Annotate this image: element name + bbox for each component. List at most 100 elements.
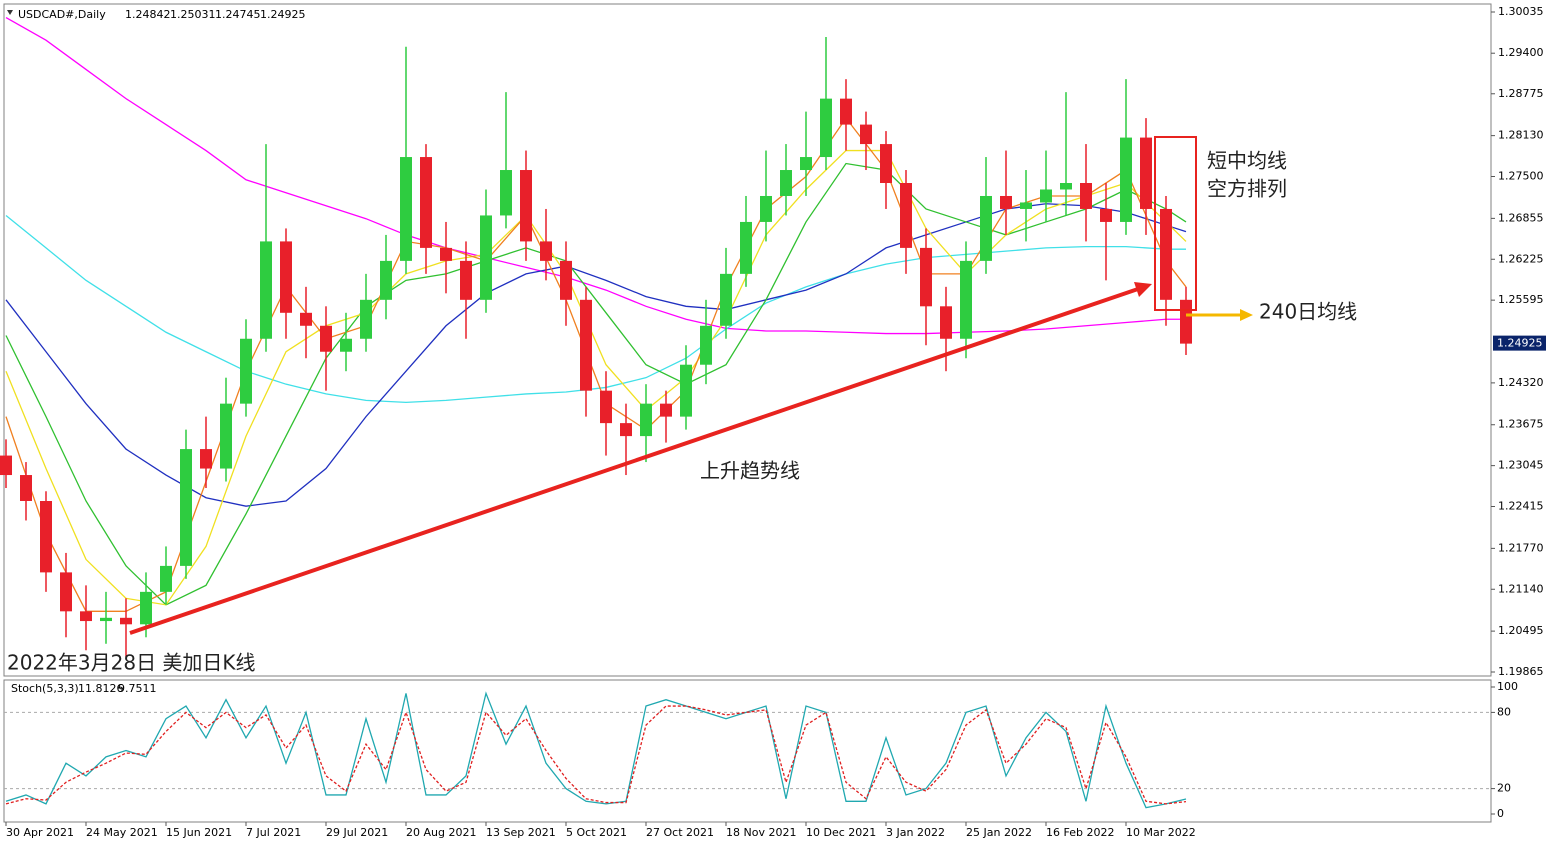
x-tick-label: 24 May 2021 <box>86 826 158 839</box>
y-tick-label: 1.23045 <box>1498 459 1544 472</box>
candle-body <box>220 403 232 469</box>
header-close: 1.24925 <box>260 8 306 21</box>
price-label-box <box>1493 335 1546 351</box>
candle-body <box>1060 183 1072 190</box>
candle-body <box>120 617 132 625</box>
y-tick-label: 1.21770 <box>1498 541 1544 554</box>
trend-line <box>129 287 1139 635</box>
y-tick-label: 1.20495 <box>1498 624 1544 637</box>
candle-body <box>560 260 572 300</box>
y-tick-label: 1.27500 <box>1498 170 1544 183</box>
x-tick-label: 30 Apr 2021 <box>6 826 74 839</box>
x-tick-label: 25 Jan 2022 <box>966 826 1032 839</box>
candle-body <box>140 591 152 625</box>
candle-body <box>40 500 52 573</box>
candle-body <box>740 221 752 274</box>
y-tick-label: 1.22415 <box>1498 500 1544 513</box>
x-tick-label: 10 Mar 2022 <box>1126 826 1196 839</box>
candle-body <box>680 364 692 417</box>
candle-body <box>440 247 452 261</box>
candle-body <box>540 241 552 261</box>
y-tick-label: 0 <box>1497 807 1504 820</box>
y-tick-label: 1.26225 <box>1498 252 1544 265</box>
candle-body <box>620 423 632 437</box>
candle-body <box>300 312 312 326</box>
candle-body <box>340 338 352 352</box>
candle-body <box>880 144 892 184</box>
x-tick-label: 27 Oct 2021 <box>646 826 714 839</box>
candle-body <box>160 565 172 592</box>
annotation: 上升趋势线 <box>700 459 800 483</box>
candle-body <box>1120 137 1132 222</box>
y-tick-label: 1.25595 <box>1498 293 1544 306</box>
ma-arrowhead <box>1240 309 1253 321</box>
y-tick-label: 1.28130 <box>1498 129 1544 142</box>
candle-body <box>180 449 192 566</box>
candle-body <box>1080 183 1092 209</box>
plot-layer: 30 Apr 2021 24 May 2021 15 Jun 2021 7 Jul 2… <box>0 5 1546 839</box>
stoch-k-value: 11.8126 <box>78 682 124 695</box>
candle-body <box>480 215 492 300</box>
candle-body <box>580 299 592 391</box>
y-tick-label: 80 <box>1497 705 1511 718</box>
x-tick-label: 5 Oct 2021 <box>566 826 627 839</box>
candle-body <box>60 572 72 612</box>
candle-body <box>240 338 252 404</box>
candle-body <box>400 157 412 261</box>
y-tick-label: 1.30035 <box>1498 5 1544 18</box>
candle-body <box>800 157 812 171</box>
price-label: 1.24925 <box>1497 337 1543 350</box>
candle-body <box>0 455 12 476</box>
x-tick-label: 13 Sep 2021 <box>486 826 556 839</box>
candle-body <box>100 617 112 622</box>
candle-body <box>860 124 872 145</box>
candle-body <box>1020 202 1032 209</box>
candle-body <box>900 183 912 248</box>
collapse-icon <box>7 10 13 15</box>
candle-body <box>1140 137 1152 209</box>
y-tick-label: 1.28775 <box>1498 87 1544 100</box>
moving-average <box>5 16 1186 335</box>
stoch-line <box>5 691 1187 809</box>
candle-body <box>1100 208 1112 222</box>
candle-body <box>940 306 952 339</box>
stoch-title: Stoch(5,3,3) <box>11 682 79 695</box>
x-tick-label: 15 Jun 2021 <box>166 826 232 839</box>
candle-body <box>420 157 432 248</box>
candle-body <box>820 98 832 158</box>
annotation: 2022年3月28日 美加日K线 <box>7 651 256 675</box>
y-tick-label: 1.29400 <box>1498 46 1544 59</box>
y-tick-label: 1.24320 <box>1498 376 1544 389</box>
candle-body <box>1160 208 1172 300</box>
y-tick-label: 20 <box>1497 782 1511 795</box>
main-panel <box>3 3 1492 677</box>
candle-body <box>1000 195 1012 209</box>
annotation: 240日均线 <box>1259 300 1357 324</box>
candle-body <box>600 390 612 424</box>
candle-body <box>700 325 712 365</box>
stoch-panel <box>3 679 1492 823</box>
candle-body <box>660 403 672 417</box>
candle-body <box>840 98 852 125</box>
candle-body <box>520 170 532 242</box>
x-tick-label: 7 Jul 2021 <box>246 826 301 839</box>
candle-body <box>360 299 372 339</box>
y-tick-label: 1.23675 <box>1498 418 1544 431</box>
candle-body <box>320 325 332 352</box>
candle-body <box>980 195 992 261</box>
candle-body <box>1040 189 1052 203</box>
candle-body <box>460 260 472 300</box>
candle-body <box>920 247 932 307</box>
x-tick-label: 20 Aug 2021 <box>406 826 476 839</box>
x-tick-label: 10 Dec 2021 <box>806 826 876 839</box>
stoch-line <box>5 705 1187 805</box>
y-tick-label: 1.21140 <box>1498 582 1544 595</box>
y-tick-label: 100 <box>1497 680 1518 693</box>
candle-body <box>500 170 512 216</box>
symbol-title: USDCAD#,Daily <box>18 8 106 21</box>
candle-body <box>80 611 92 622</box>
header-low: 1.24745 <box>215 8 261 21</box>
y-tick-label: 1.19865 <box>1498 665 1544 678</box>
candle-body <box>960 260 972 339</box>
y-tick-label: 1.26855 <box>1498 211 1544 224</box>
